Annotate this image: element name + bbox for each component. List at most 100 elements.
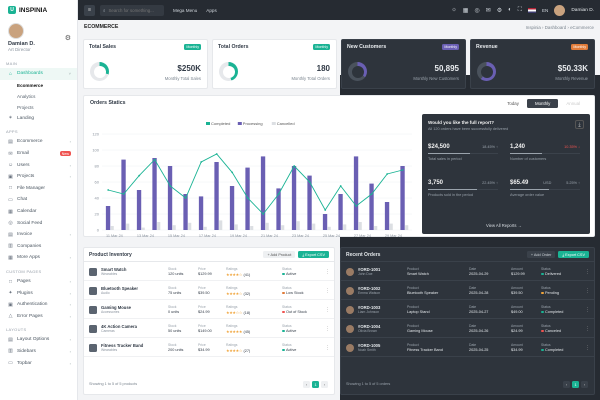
export-orders-csv-button[interactable]: ⤓ Export CSV: [558, 251, 589, 258]
orders-title: Recent Orders: [346, 251, 381, 258]
view-all-reports-link[interactable]: View All Reports →: [486, 223, 522, 228]
top-user-name[interactable]: Damian D.: [571, 7, 594, 13]
page-button[interactable]: ‹: [303, 381, 310, 388]
sidebar-item-error-pages[interactable]: △ Error Pages ›: [0, 311, 77, 323]
add-order-button[interactable]: + Add Order: [526, 251, 556, 258]
sidebar-subitem-projects[interactable]: Projects: [17, 104, 34, 110]
sidebar-item-ecommerce[interactable]: ▤ Ecommerce ›: [0, 136, 77, 148]
app-logo[interactable]: U INSPINIA: [0, 0, 77, 20]
sidebar-item-email[interactable]: ✉ Email New: [0, 148, 77, 160]
kebab-menu-icon[interactable]: ⋮: [325, 325, 330, 332]
kebab-menu-icon[interactable]: ⋮: [585, 287, 590, 294]
order-id[interactable]: #ORD-1004: [358, 324, 381, 329]
cell-price: Price $34.99: [198, 343, 210, 352]
sidebar-item-label: Invoice: [17, 232, 33, 238]
order-id[interactable]: #ORD-1001: [358, 267, 381, 272]
sidebar-item-authentication[interactable]: ▣ Authentication ›: [0, 299, 77, 311]
sidebar-subitem-ecommerce[interactable]: Ecommerce: [17, 82, 44, 88]
sidebar-item-invoice[interactable]: ▤ Invoice ›: [0, 229, 77, 241]
avatar[interactable]: [8, 23, 24, 39]
sidebar-item-more-apps[interactable]: ▦ More Apps ›: [0, 252, 77, 264]
page-button[interactable]: 1: [572, 381, 579, 388]
kebab-menu-icon[interactable]: ⋮: [325, 287, 330, 294]
point-completed: [277, 193, 280, 195]
sidebar-item-landing[interactable]: ✶ Landing: [0, 113, 77, 125]
page-button[interactable]: ‹: [563, 381, 570, 388]
page-button[interactable]: 1: [312, 381, 319, 388]
stat-value-row: $24,500 18.45% ↑: [428, 144, 498, 150]
product-thumbnail: [89, 267, 97, 276]
search-box[interactable]: ⌕: [100, 4, 164, 16]
menu-toggle-icon[interactable]: ≡: [84, 4, 95, 16]
stat-value-row: 3,750 22.45% ↑: [428, 180, 498, 186]
orders-footer: Showing 1 to 5 of 5 orders: [346, 382, 391, 386]
kebab-menu-icon[interactable]: ⋮: [585, 325, 590, 332]
cell-stock: Stock 200 units: [168, 343, 183, 352]
sidebar-item-chat[interactable]: ▭ Chat: [0, 194, 77, 206]
cell-stock: Stock 0 units: [168, 305, 179, 314]
status-text: Canceled: [545, 329, 562, 333]
product-name[interactable]: Smart Watch: [101, 267, 127, 272]
kebab-menu-icon[interactable]: ⋮: [585, 268, 590, 275]
kebab-menu-icon[interactable]: ⋮: [585, 344, 590, 351]
product-name[interactable]: Fitness Tracker Band: [101, 343, 144, 348]
gear-icon[interactable]: ⚙: [64, 34, 71, 42]
sidebar-item-plugins[interactable]: ✦ Plugins ›: [0, 287, 77, 299]
download-icon[interactable]: ⤓: [575, 120, 584, 129]
page-button[interactable]: ›: [581, 381, 588, 388]
target-icon[interactable]: ◎: [474, 7, 480, 14]
apps-grid-icon[interactable]: ▦: [462, 7, 469, 14]
sidebar-item-calendar[interactable]: ▦ Calendar: [0, 206, 77, 218]
avatar[interactable]: [554, 4, 566, 16]
x-tick-label: 27 Mar 24: [354, 234, 371, 238]
sidebar-item-companies[interactable]: ▥ Companies: [0, 241, 77, 253]
sidebar-item-layout-options[interactable]: ▤ Layout Options ›: [0, 334, 77, 346]
sidebar-item-projects[interactable]: ▣ Projects ›: [0, 171, 77, 183]
theme-icon[interactable]: ◐: [508, 7, 512, 13]
point-completed: [308, 181, 311, 183]
sidebar-item-file-manager[interactable]: □ File Manager: [0, 183, 77, 195]
language-selector[interactable]: EN: [541, 7, 549, 13]
kebab-menu-icon[interactable]: ⋮: [325, 344, 330, 351]
product-name[interactable]: 4K Action Camera: [101, 324, 137, 329]
sidebar-item-dashboards[interactable]: ⌂ Dashboards ˅: [0, 68, 77, 80]
product-name[interactable]: Bluetooth Speaker: [101, 286, 138, 291]
order-id[interactable]: #ORD-1005: [358, 343, 381, 348]
bar-cancelled: [281, 225, 285, 230]
tab-monthly[interactable]: Monthly: [526, 99, 559, 108]
sidebar-item-pages[interactable]: □ Pages ›: [0, 276, 77, 288]
gear-icon[interactable]: ⚙: [496, 7, 503, 14]
kebab-menu-icon[interactable]: ⋮: [585, 306, 590, 313]
mega-menu-link[interactable]: Mega Menu: [173, 7, 198, 13]
cell-stars: Ratings ★★★★☆ (27): [226, 343, 250, 353]
sidebar-item-users[interactable]: ☺ Users ›: [0, 159, 77, 171]
mail-icon[interactable]: ✉: [485, 7, 491, 14]
order-id[interactable]: #ORD-1003: [358, 305, 381, 310]
sidebar-subitem-analytics[interactable]: Analytics: [17, 93, 36, 99]
sun-icon[interactable]: ☼: [451, 7, 457, 13]
kebab-menu-icon[interactable]: ⋮: [325, 306, 330, 313]
tab-today[interactable]: Today: [507, 101, 519, 106]
flag-icon[interactable]: [527, 7, 536, 13]
column-label: Status: [541, 324, 551, 328]
column-label: Ratings: [226, 342, 238, 347]
search-input[interactable]: [108, 7, 159, 13]
bar-cancelled: [296, 221, 300, 230]
bar-processing: [322, 214, 328, 230]
point-completed: [153, 158, 156, 161]
add-product-button[interactable]: + Add Product: [263, 251, 296, 258]
fullscreen-icon[interactable]: ⛶: [517, 6, 522, 13]
apps-menu-link[interactable]: Apps: [206, 7, 217, 13]
sidebar-item-topbar[interactable]: ▭ Topbar ›: [0, 357, 77, 369]
export-csv-button[interactable]: ⤓ Export CSV: [298, 251, 329, 258]
breadcrumb[interactable]: Inspinia › Dashboard › eCommerce: [525, 24, 594, 30]
order-id[interactable]: #ORD-1002: [358, 286, 381, 291]
tab-annual[interactable]: Annual: [566, 101, 580, 106]
kebab-menu-icon[interactable]: ⋮: [325, 268, 330, 275]
sidebar-item-sidebars[interactable]: ▥ Sidebars ›: [0, 346, 77, 358]
sidebar-item-social-feed[interactable]: ◎ Social Feed: [0, 217, 77, 229]
product-name[interactable]: Gaming Mouse: [101, 305, 132, 310]
cell-amount: Amount $129.99: [511, 267, 525, 276]
sidebar-item-label: Pages: [17, 279, 31, 285]
page-button[interactable]: ›: [321, 381, 328, 388]
